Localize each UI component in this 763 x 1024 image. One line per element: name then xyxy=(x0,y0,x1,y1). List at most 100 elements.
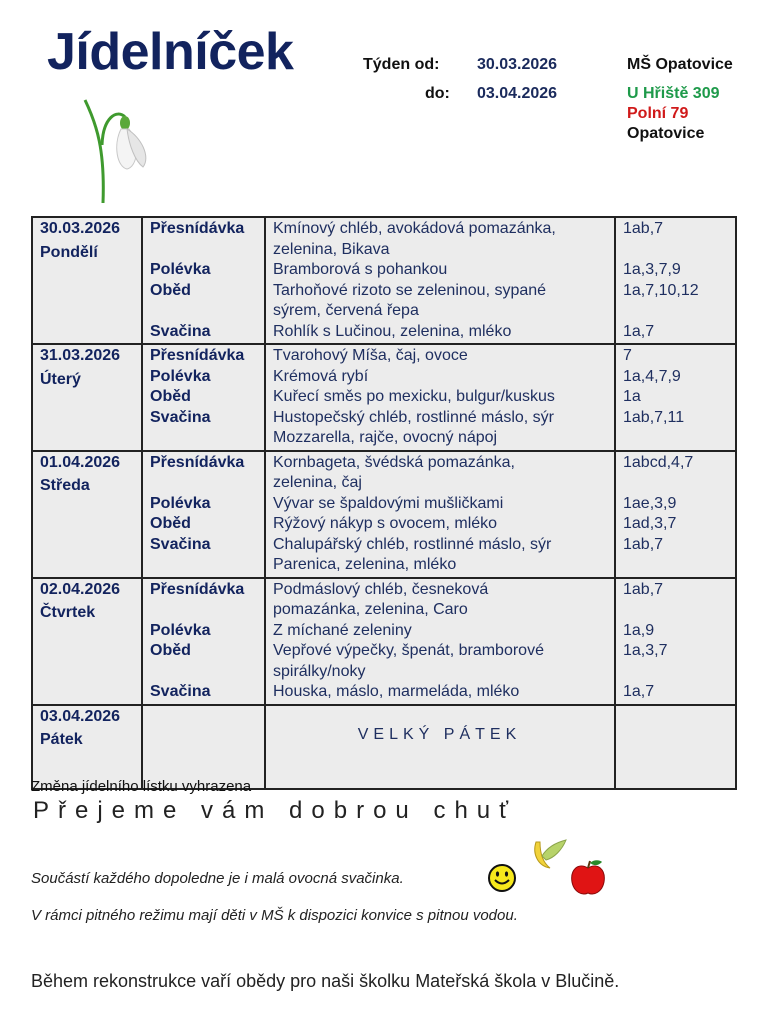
day-date: 02.04.2026 xyxy=(40,580,121,598)
meal-label: Oběd xyxy=(150,388,191,405)
allergens: 1a,7 xyxy=(623,683,655,700)
allergens: 1ab,7 xyxy=(623,535,664,553)
dish-line: Rýžový nákyp s ovocem, mléko xyxy=(273,515,498,532)
dish-cell: Podmáslový chléb, česneková pomazánka, ze… xyxy=(264,578,614,704)
day-cell: 02.04.2026 Čtvrtek xyxy=(33,579,141,704)
day-row: 01.04.2026 Středa Přesnídávka Polévka Oběd Sv… xyxy=(33,449,735,577)
school-name: MŠ Opatovice xyxy=(627,56,733,73)
dish-line: spirálky/noky xyxy=(273,662,366,680)
allergens: 1ae,3,9 xyxy=(623,494,677,512)
spacer xyxy=(623,240,735,261)
meal-label-cell: Přesnídávka Polévka Oběd Svačina xyxy=(141,578,264,704)
week-to-date: 03.04.2026 xyxy=(477,85,558,102)
day-cell: 01.04.2026 Středa xyxy=(33,452,141,577)
allergens: 7 xyxy=(623,347,632,364)
meal-label-cell: Přesnídávka Polévka Oběd Svačina xyxy=(141,345,264,450)
dish-cell: Kornbageta, švédská pomazánka, zelenina, … xyxy=(264,451,614,577)
dish-line: Chalupářský chléb, rostlinné máslo, sýr xyxy=(273,535,552,553)
meal-label: Svačina xyxy=(150,408,211,426)
spacer xyxy=(150,240,264,261)
dish-line: Vývar se špaldovými mušličkami xyxy=(273,494,504,512)
meal-label: Polévka xyxy=(150,367,211,385)
day-name: Pátek xyxy=(40,731,83,748)
day-date: 30.03.2026 xyxy=(40,220,121,237)
spacer xyxy=(623,301,735,322)
day-date: 03.04.2026 xyxy=(40,707,121,725)
day-row: 31.03.2026 Úterý Přesnídávka Polévka Oběd Sva… xyxy=(33,343,735,450)
meal-label: Polévka xyxy=(150,261,211,278)
dish-line: zelenina, Bikava xyxy=(273,240,390,258)
spacer xyxy=(623,428,735,449)
allergens: 1a,3,7 xyxy=(623,642,668,659)
allergen-cell: 1ab,7 1a,3,7,9 1a,7,10,12 1a,7 xyxy=(614,218,735,343)
dish-line: Podmáslový chléb, česneková xyxy=(273,580,489,598)
dish-cell: Tvarohový Míša, čaj, ovoce Krémová rybí Ku… xyxy=(264,345,614,450)
dish-line: Hustopečský chléb, rostlinné máslo, sýr xyxy=(273,408,554,426)
water-note: V rámci pitného režimu mají děti v MŠ k … xyxy=(31,907,518,924)
dish-line: Kuřecí směs po mexicku, bulgur/kuskus xyxy=(273,388,555,405)
dish-line: Tarhoňové rizoto se zeleninou, sypané xyxy=(273,281,547,299)
banana-icon xyxy=(534,839,567,869)
day-name: Úterý xyxy=(40,370,81,388)
school-address-2: Polní 79 xyxy=(627,105,689,122)
meal-label: Oběd xyxy=(150,515,191,532)
allergens: 1ab,7 xyxy=(623,220,664,237)
allergen-cell xyxy=(614,705,735,788)
dish-line: Vepřové výpečky, špenát, bramborové xyxy=(273,642,544,659)
spacer xyxy=(150,473,264,494)
allergens: 1a xyxy=(623,388,641,405)
smiley-icon xyxy=(488,864,516,892)
dish-line: Kornbageta, švédská pomazánka, xyxy=(273,453,515,471)
day-name: Pondělí xyxy=(40,243,98,261)
meal-label: Svačina xyxy=(150,535,211,553)
spacer xyxy=(623,555,735,576)
meal-label: Přesnídávka xyxy=(150,220,245,237)
week-from-date: 30.03.2026 xyxy=(477,56,558,73)
spacer xyxy=(150,600,264,621)
dish-cell: VELKÝ PÁTEK xyxy=(264,705,614,788)
wish-text: Přejeme vám dobrou chuť xyxy=(33,797,518,824)
allergens: 1a,3,7,9 xyxy=(623,261,681,278)
allergens: 1ab,7,11 xyxy=(623,408,685,426)
dish-line: Z míchané zeleniny xyxy=(273,621,412,639)
meal-label-cell: Přesnídávka Polévka Oběd Svačina xyxy=(141,451,264,577)
change-note: Změna jídelního lístku vyhrazena xyxy=(31,778,252,795)
dish-line: Tvarohový Míša, čaj, ovoce xyxy=(273,347,468,364)
meal-label: Polévka xyxy=(150,621,211,639)
day-date: 01.04.2026 xyxy=(40,453,121,471)
day-date: 31.03.2026 xyxy=(40,347,121,364)
allergens: 1ad,3,7 xyxy=(623,515,677,532)
spacer xyxy=(150,428,264,449)
dish-line: Bramborová s pohankou xyxy=(273,261,448,278)
holiday-text: VELKÝ PÁTEK xyxy=(357,725,522,743)
meal-label: Oběd xyxy=(150,281,191,299)
day-name: Středa xyxy=(40,477,90,494)
meal-label-cell xyxy=(141,705,264,788)
page-title: Jídelníček xyxy=(47,23,294,81)
allergens: 1a,4,7,9 xyxy=(623,367,681,385)
snowdrop-flower-icon xyxy=(83,99,147,204)
dish-line: Krémová rybí xyxy=(273,367,369,385)
day-cell: 03.04.2026 Pátek xyxy=(33,706,141,788)
menu-table: 30.03.2026 Pondělí Přesnídávka Polévka Oběd S… xyxy=(31,216,737,790)
reconstruction-note: Během rekonstrukce vaří obědy pro naši š… xyxy=(31,971,620,991)
spacer xyxy=(623,473,735,494)
spacer xyxy=(150,555,264,576)
allergen-cell: 1abcd,4,7 1ae,3,9 1ad,3,7 1ab,7 xyxy=(614,451,735,577)
dish-line: zelenina, čaj xyxy=(273,474,362,491)
dish-line: Houska, máslo, marmeláda, mléko xyxy=(273,683,520,700)
allergens: 1a,7,10,12 xyxy=(623,281,699,299)
meal-label-cell: Přesnídávka Polévka Oběd Svačina xyxy=(141,218,264,343)
dish-cell: Kmínový chléb, avokádová pomazánka, zelen… xyxy=(264,218,614,343)
week-from-label: Týden od: xyxy=(363,56,440,73)
spacer xyxy=(150,662,264,683)
spacer xyxy=(150,301,264,322)
dish-line: Kmínový chléb, avokádová pomazánka, xyxy=(273,220,556,237)
allergens: 1abcd,4,7 xyxy=(623,453,694,471)
meal-label: Svačina xyxy=(150,322,211,340)
allergen-cell: 7 1a,4,7,9 1a 1ab,7,11 xyxy=(614,345,735,450)
fruit-note: Součástí každého dopoledne je i malá ovo… xyxy=(31,870,404,887)
school-address-1: U Hřiště 309 xyxy=(627,85,720,102)
allergen-cell: 1ab,7 1a,9 1a,3,7 1a,7 xyxy=(614,578,735,704)
dish-line: Mozzarella, rajče, ovocný nápoj xyxy=(273,429,498,446)
